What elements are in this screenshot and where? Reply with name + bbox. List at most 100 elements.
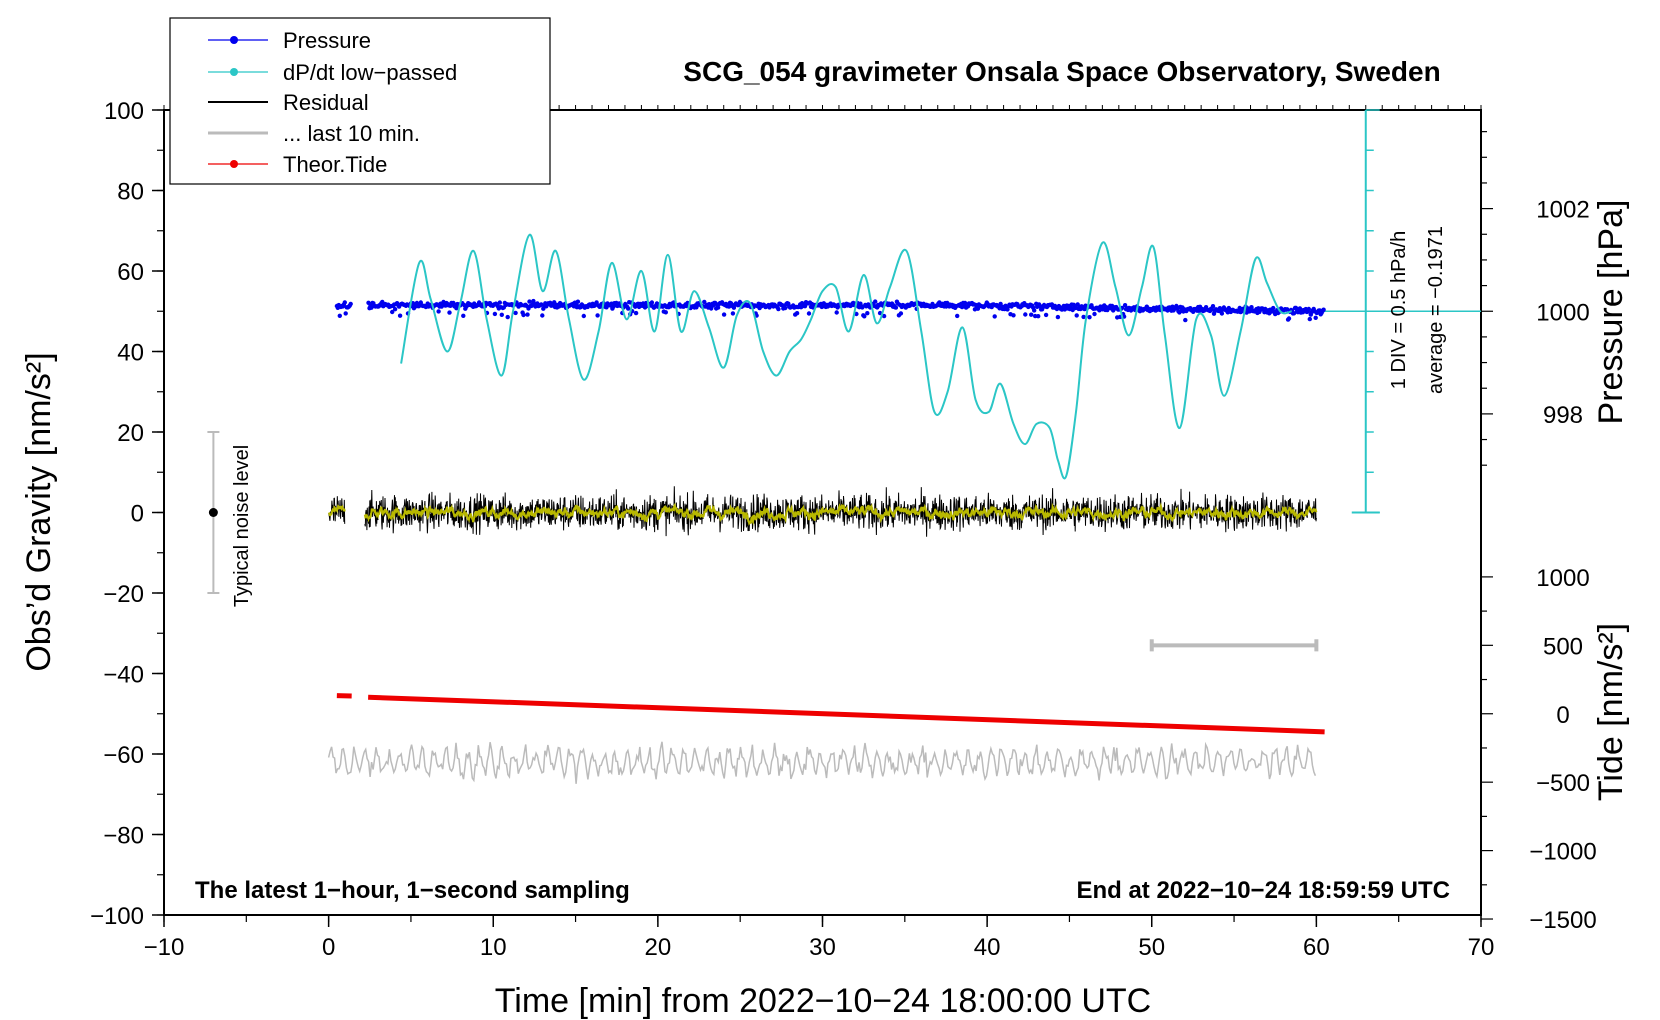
pressure-point — [715, 305, 721, 310]
residual-smoothed-line — [327, 504, 346, 517]
pressure-point — [575, 299, 581, 304]
pressure-point — [531, 298, 536, 304]
noise-center-dot — [208, 508, 218, 517]
pressure-point — [881, 313, 887, 319]
pressure-point — [1081, 314, 1086, 320]
pressure-point — [594, 300, 599, 305]
noise-level-marker — [207, 431, 220, 594]
pressure-point — [1011, 313, 1016, 318]
y-tick-labels: 100 80 60 40 20 0 −20 −40 −60 −80 −100 — [90, 98, 144, 930]
pressure-point — [862, 314, 867, 319]
svg-text:Residual: Residual — [283, 90, 369, 115]
y-tick-label: 20 — [117, 420, 144, 447]
tide-tick-label: 0 — [1556, 702, 1569, 729]
residual-smoothed-line — [363, 502, 1318, 526]
pressure-point — [1210, 304, 1216, 309]
tide-tick-label: −1000 — [1529, 839, 1596, 866]
pressure-point — [794, 311, 800, 316]
pressure-point — [505, 314, 510, 320]
pressure-point — [337, 313, 342, 318]
pressure-axis-label: Pressure [hPa] — [1592, 200, 1630, 425]
y-tick-label: 60 — [117, 259, 144, 286]
pressure-point — [1321, 307, 1326, 312]
dpdt-line — [400, 233, 1292, 480]
pressure-tick-label: 998 — [1543, 402, 1583, 429]
pressure-point — [721, 312, 727, 317]
chart-title: SCG_054 gravimeter Onsala Space Observat… — [683, 56, 1440, 87]
pressure-point — [1029, 312, 1034, 317]
legend-entry-tide: Theor.Tide — [208, 152, 387, 177]
x-tick-label: 40 — [974, 934, 1001, 961]
pressure-point — [992, 314, 997, 319]
pressure-point — [513, 310, 518, 316]
pressure-point — [898, 311, 904, 316]
svg-text:Theor.Tide: Theor.Tide — [283, 152, 387, 177]
pressure-tick-labels: 1002 1000 998 — [1536, 197, 1589, 429]
pressure-point — [1043, 312, 1049, 318]
y-tick-label: 40 — [117, 340, 144, 367]
pressure-point — [525, 312, 530, 317]
tide-tick-label: 1000 — [1536, 565, 1589, 592]
pressure-point — [343, 311, 348, 316]
bottom-left-note: The latest 1−hour, 1−second sampling — [195, 877, 630, 904]
last10-line — [327, 741, 1317, 784]
pressure-point — [1293, 305, 1299, 311]
pressure-point — [834, 310, 839, 315]
pressure-point — [1249, 305, 1254, 310]
tide-line — [368, 694, 1325, 735]
pressure-point — [447, 310, 452, 315]
last-10-min-series — [327, 741, 1317, 784]
pressure-point — [1284, 307, 1290, 312]
pressure-point — [649, 300, 655, 305]
legend: Pressure dP/dt low−passed Residual ... l… — [169, 17, 551, 185]
pressure-point — [366, 300, 371, 305]
x-tick-label: 70 — [1468, 934, 1495, 961]
pressure-point — [1307, 316, 1313, 322]
pressure-point — [865, 311, 870, 316]
pressure-point — [461, 313, 466, 318]
pressure-point — [397, 313, 403, 318]
dpdt-series — [400, 233, 1292, 480]
pressure-point — [1286, 316, 1292, 321]
pressure-point — [540, 313, 545, 318]
pressure-point — [581, 313, 586, 319]
pressure-point — [1092, 311, 1097, 317]
axis-ticks — [152, 105, 1493, 927]
tide-tick-label: −1500 — [1529, 907, 1596, 934]
tide-axis-label: Tide [nm/s²] — [1592, 623, 1630, 801]
pressure-point — [730, 311, 736, 316]
y-tick-label: −60 — [103, 742, 144, 769]
pressure-point — [348, 301, 353, 307]
pressure-point — [806, 311, 812, 316]
pressure-point — [860, 305, 865, 310]
x-tick-label: 60 — [1303, 934, 1330, 961]
pressure-point — [626, 306, 631, 311]
y-axis-label: Obs’d Gravity [nm/s²] — [20, 352, 58, 671]
pressure-point — [1271, 305, 1276, 311]
x-tick-label: 30 — [809, 934, 836, 961]
pressure-point — [521, 312, 526, 318]
tide-tick-label: 500 — [1543, 633, 1583, 660]
pressure-point — [1313, 315, 1318, 320]
pressure-point — [873, 299, 878, 304]
pressure-point — [955, 313, 960, 319]
y-tick-label: −100 — [90, 903, 144, 930]
y-tick-label: −20 — [103, 581, 144, 608]
y-tick-label: −80 — [103, 823, 144, 850]
pressure-point — [392, 307, 398, 312]
div-scale-label: 1 DIV = 0.5 hPa/h — [1388, 231, 1410, 389]
legend-entry-last10: ... last 10 min. — [208, 121, 420, 146]
pressure-point — [1219, 311, 1225, 316]
x-tick-label: 50 — [1138, 934, 1165, 961]
pressure-point — [595, 313, 600, 318]
pressure-point — [527, 299, 532, 304]
x-tick-label: −10 — [144, 934, 185, 961]
x-tick-label: 10 — [480, 934, 507, 961]
pressure-point — [633, 310, 639, 316]
pressure-tick-label: 1000 — [1536, 299, 1589, 326]
pressure-point — [783, 305, 788, 311]
pressure-point — [702, 299, 707, 305]
noise-level-label: Typical noise level — [231, 445, 253, 607]
pressure-point — [1055, 314, 1061, 320]
